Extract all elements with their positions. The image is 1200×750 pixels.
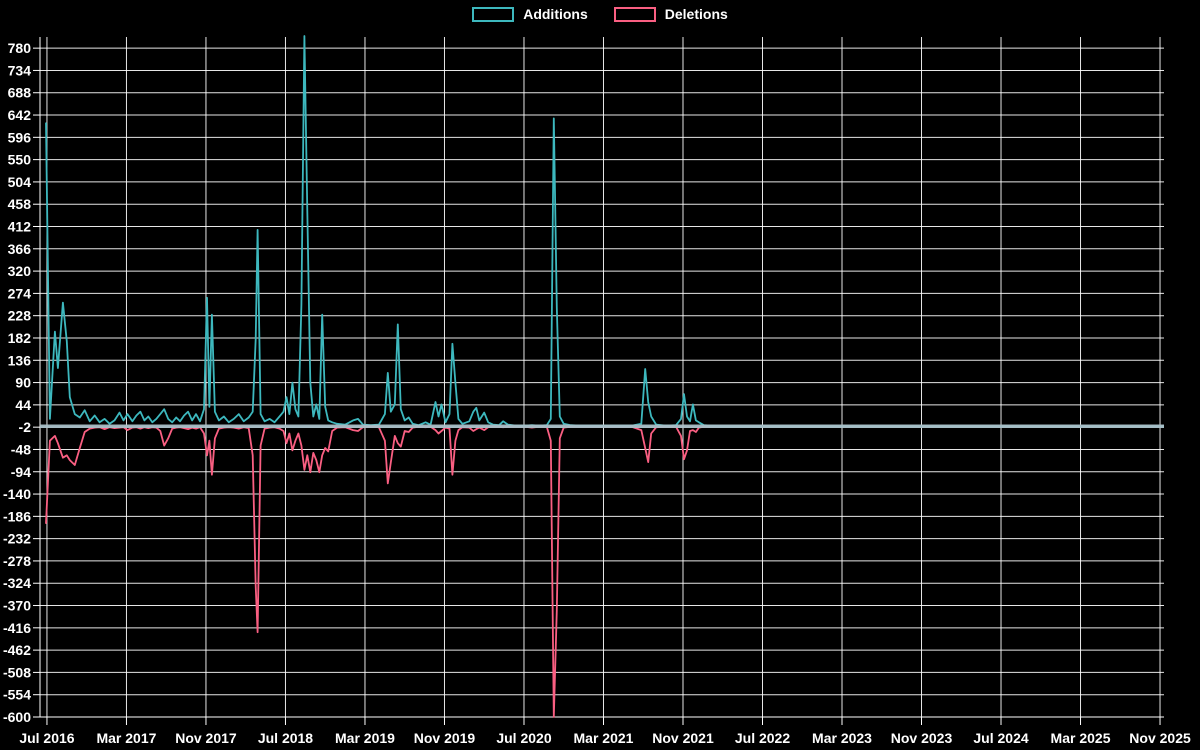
x-tick-label: Jul 2020 bbox=[496, 730, 551, 746]
x-tick-label: Jul 2024 bbox=[973, 730, 1028, 746]
y-tick-label: 228 bbox=[8, 308, 32, 324]
y-tick-label: -2 bbox=[19, 419, 32, 435]
y-tick-label: -94 bbox=[11, 464, 31, 480]
y-tick-label: 596 bbox=[8, 129, 32, 145]
y-tick-label: 136 bbox=[8, 352, 32, 368]
y-tick-label: 734 bbox=[8, 62, 32, 78]
y-tick-label: 274 bbox=[8, 285, 32, 301]
x-tick-label: Nov 2023 bbox=[891, 730, 953, 746]
x-tick-label: Mar 2025 bbox=[1051, 730, 1111, 746]
legend-item-deletions[interactable]: Deletions bbox=[613, 6, 728, 22]
deletions-line bbox=[45, 425, 1164, 718]
x-tick-label: Nov 2019 bbox=[414, 730, 476, 746]
x-tick-label: Nov 2017 bbox=[175, 730, 237, 746]
additions-swatch-icon bbox=[472, 6, 515, 22]
y-tick-label: 366 bbox=[8, 241, 32, 257]
y-tick-label: -140 bbox=[3, 486, 31, 502]
x-tick-label: Mar 2019 bbox=[335, 730, 395, 746]
y-tick-label: -324 bbox=[3, 575, 31, 591]
y-tick-label: -600 bbox=[3, 709, 31, 725]
y-tick-label: 182 bbox=[8, 330, 32, 346]
y-tick-label: -278 bbox=[3, 553, 31, 569]
y-tick-label: 412 bbox=[8, 219, 32, 235]
x-tick-label: Mar 2023 bbox=[812, 730, 872, 746]
x-tick-label: Nov 2025 bbox=[1129, 730, 1191, 746]
gridlines bbox=[40, 37, 1164, 718]
x-tick-label: Mar 2021 bbox=[574, 730, 634, 746]
tick-labels: 780 734 688 642 596 550 504 458 412 366 320 274 228 1… bbox=[3, 40, 1191, 746]
y-tick-label: 90 bbox=[15, 375, 31, 391]
y-tick-label: -232 bbox=[3, 531, 31, 547]
y-tick-label: 320 bbox=[8, 263, 32, 279]
legend-item-additions[interactable]: Additions bbox=[472, 6, 588, 22]
x-tick-label: Jul 2018 bbox=[258, 730, 313, 746]
y-tick-label: 458 bbox=[8, 196, 32, 212]
y-tick-label: 688 bbox=[8, 85, 32, 101]
y-tick-label: 642 bbox=[8, 107, 32, 123]
y-tick-label: -370 bbox=[3, 598, 31, 614]
deletions-swatch-icon bbox=[613, 6, 656, 22]
y-tick-label: -554 bbox=[3, 687, 31, 703]
additions-legend-label: Additions bbox=[523, 6, 588, 22]
y-tick-label: -508 bbox=[3, 664, 31, 680]
x-tick-label: Jul 2022 bbox=[735, 730, 790, 746]
y-tick-label: 550 bbox=[8, 152, 32, 168]
x-tick-label: Nov 2021 bbox=[652, 730, 714, 746]
x-tick-label: Mar 2017 bbox=[96, 730, 156, 746]
additions-line bbox=[45, 35, 1164, 428]
chart-legend: Additions Deletions bbox=[0, 6, 1200, 22]
y-tick-label: -416 bbox=[3, 620, 31, 636]
deletions-legend-label: Deletions bbox=[664, 6, 728, 22]
y-tick-label: -48 bbox=[11, 441, 31, 457]
y-tick-label: -186 bbox=[3, 508, 31, 524]
tick-marks bbox=[33, 47, 1161, 725]
x-tick-label: Jul 2016 bbox=[19, 730, 74, 746]
y-tick-label: 504 bbox=[8, 174, 32, 190]
y-tick-label: -462 bbox=[3, 642, 31, 658]
y-tick-label: 780 bbox=[8, 40, 32, 56]
y-tick-label: 44 bbox=[15, 397, 31, 413]
